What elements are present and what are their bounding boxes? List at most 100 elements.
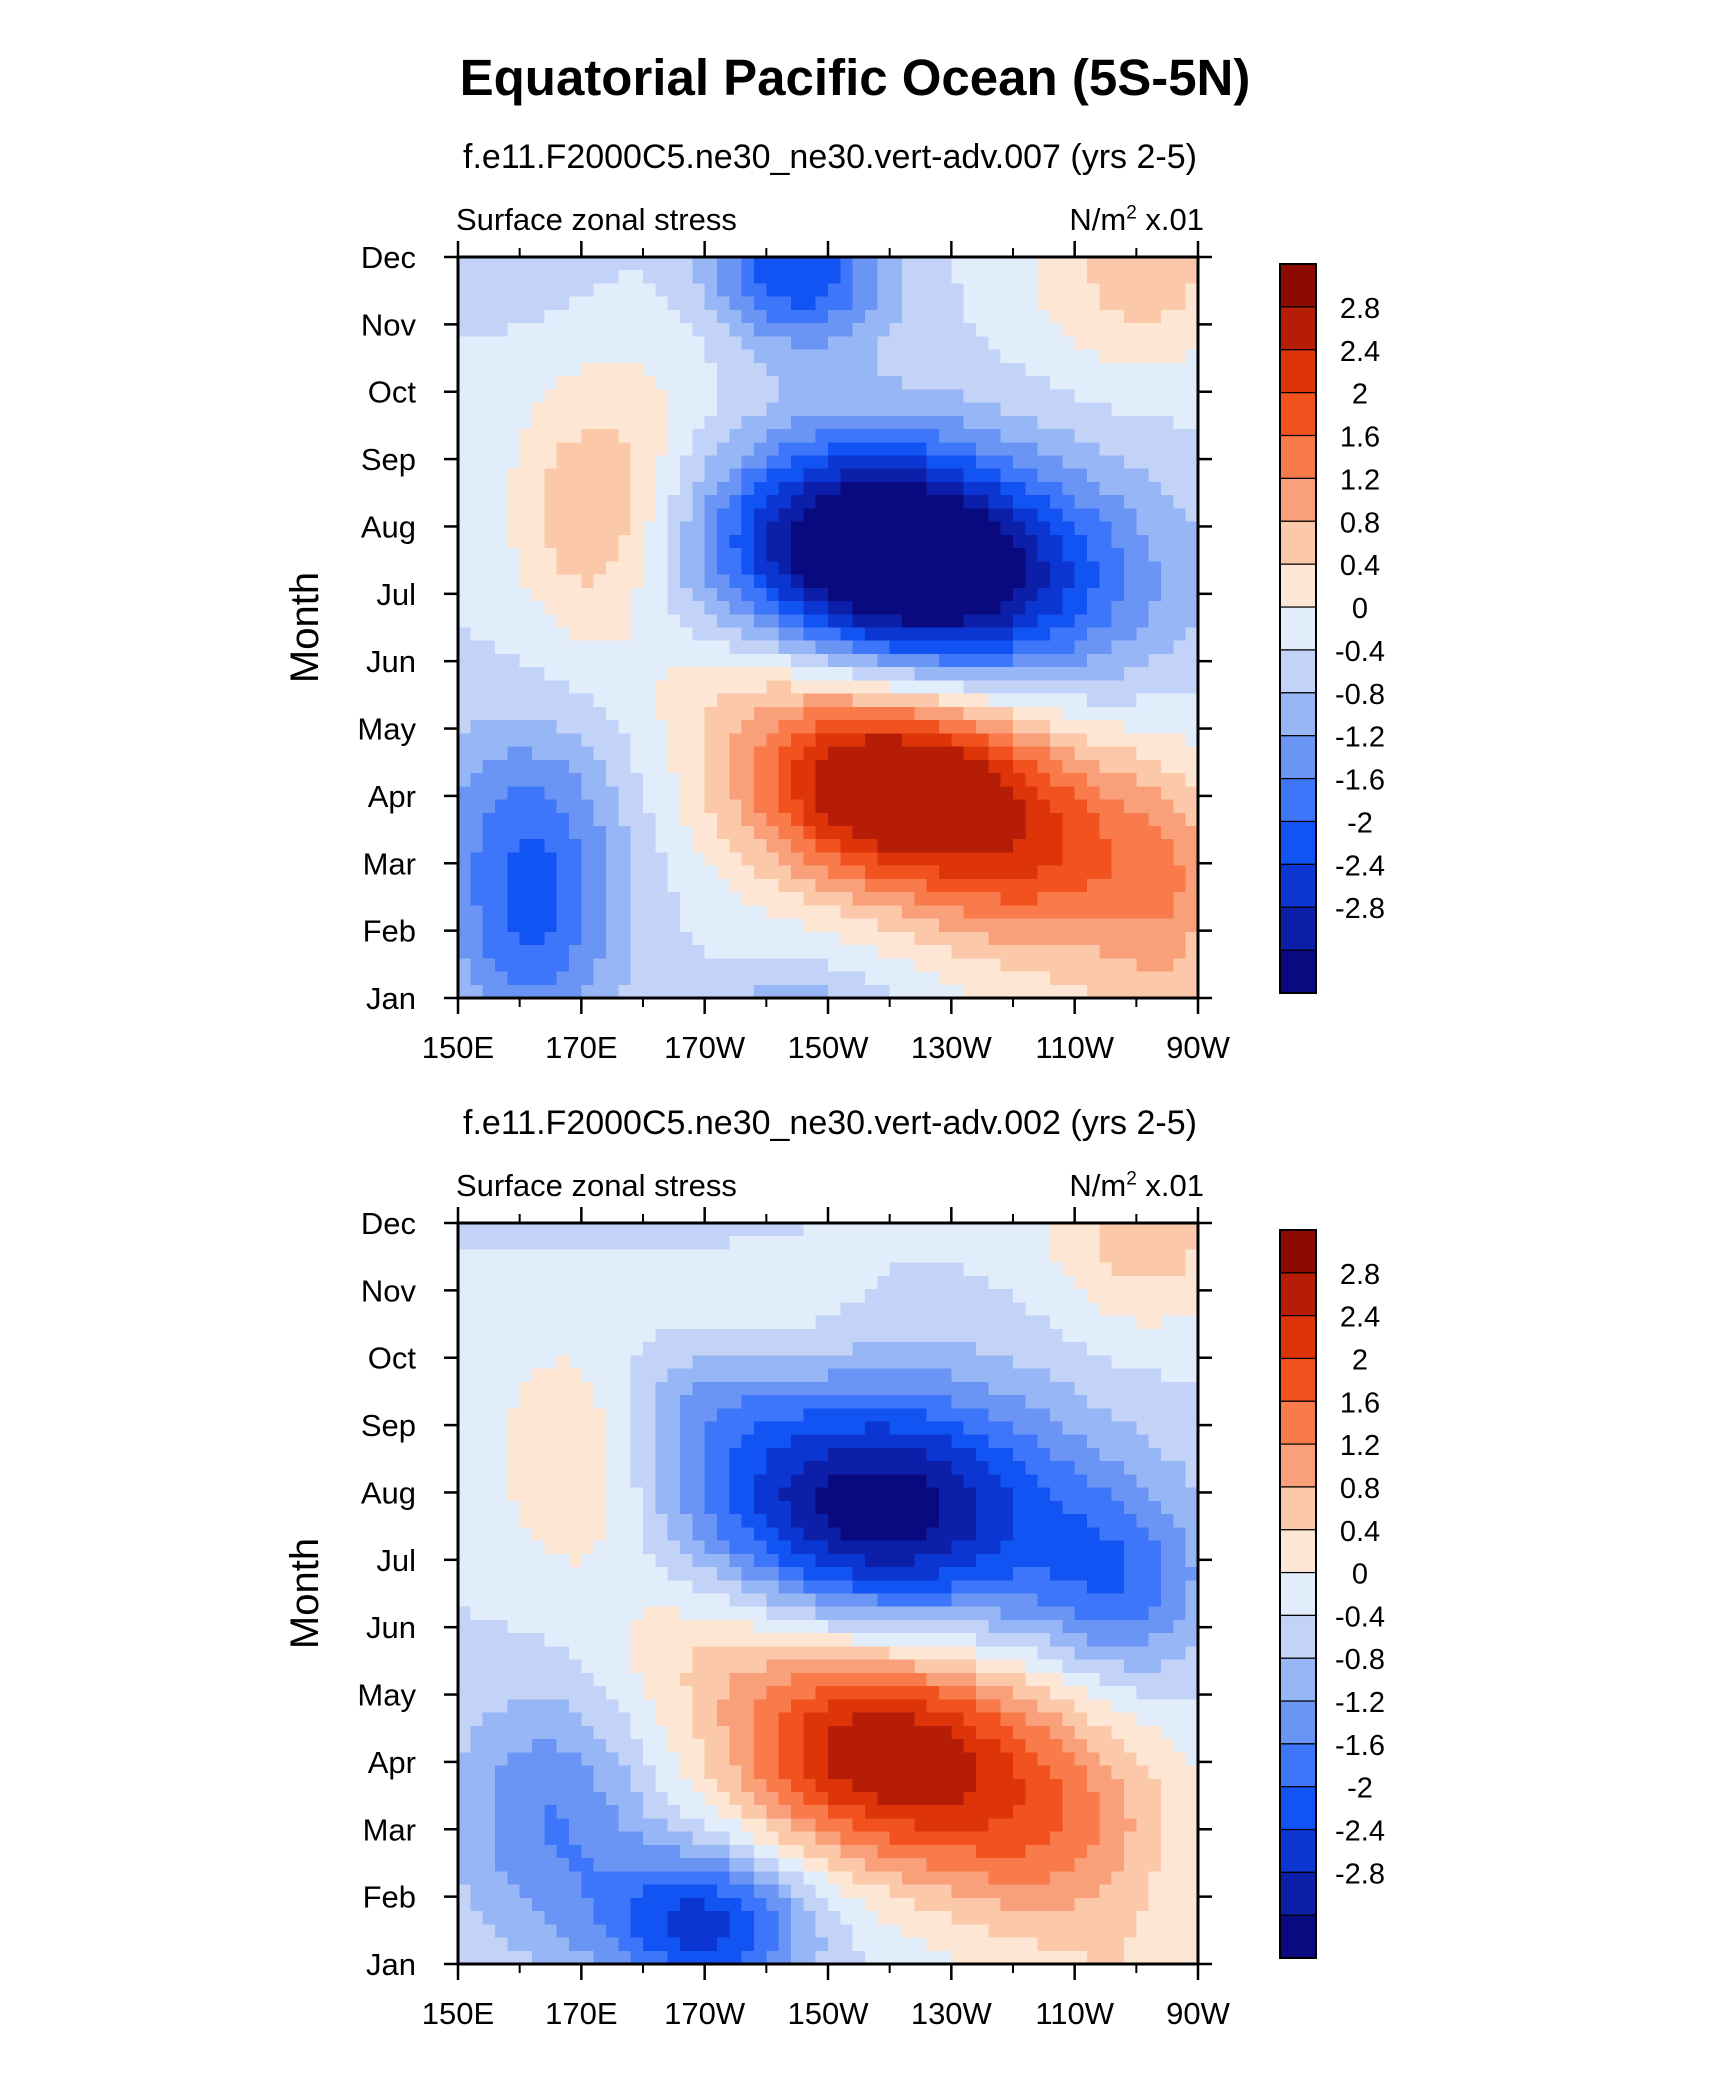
contour-cell: [754, 1858, 767, 1872]
contour-cell: [1111, 429, 1125, 443]
contour-cell: [532, 495, 545, 510]
contour-cell: [569, 1606, 582, 1621]
contour-cell: [729, 1236, 743, 1251]
contour-cell: [692, 667, 706, 682]
contour-cell: [470, 574, 484, 589]
contour-cell: [803, 587, 817, 602]
contour-cell: [914, 680, 928, 695]
contour-cell: [828, 773, 841, 787]
contour-cell: [458, 1289, 471, 1303]
contour-cell: [1161, 878, 1174, 893]
contour-cell: [532, 1474, 545, 1489]
contour-cell: [458, 865, 471, 880]
contour-cell: [593, 415, 607, 430]
contour-cell: [667, 1646, 681, 1661]
contour-cell: [680, 958, 693, 973]
contour-cell: [556, 1236, 570, 1251]
contour-cell: [618, 773, 632, 787]
contour-cell: [1185, 548, 1199, 562]
contour-cell: [852, 693, 866, 708]
contour-cell: [507, 349, 521, 364]
contour-cell: [1050, 852, 1063, 867]
contour-cell: [717, 442, 730, 457]
contour-cell: [556, 389, 570, 404]
contour-cell: [630, 442, 644, 457]
contour-cell: [482, 1646, 496, 1661]
contour-cell: [470, 296, 484, 311]
contour-cell: [840, 759, 854, 774]
contour-cell: [482, 825, 496, 840]
contour-cell: [791, 958, 804, 973]
contour-cell: [606, 362, 619, 377]
contour-cell: [1000, 759, 1014, 774]
contour-cell: [680, 587, 693, 602]
contour-cell: [1074, 323, 1088, 337]
contour-cell: [606, 667, 619, 682]
contour-cell: [1148, 534, 1162, 549]
contour-cell: [889, 601, 903, 615]
contour-cell: [507, 1487, 521, 1502]
contour-cell: [630, 1527, 644, 1542]
contour-cell: [581, 1699, 595, 1714]
y-tick-label: Mar: [363, 846, 416, 881]
contour-cell: [630, 1395, 644, 1409]
contour-cell: [754, 601, 767, 615]
contour-cell: [877, 667, 891, 682]
contour-cell: [643, 773, 656, 787]
contour-cell: [606, 799, 619, 814]
contour-cell: [1124, 693, 1137, 708]
contour-cell: [778, 1249, 792, 1264]
contour-cell: [741, 1937, 755, 1952]
contour-cell: [630, 349, 644, 364]
contour-cell: [680, 376, 693, 390]
contour-cell: [569, 1871, 582, 1886]
contour-cell: [655, 693, 669, 708]
contour-cell: [544, 1831, 558, 1846]
contour-cell: [1000, 521, 1014, 536]
contour-cell: [704, 667, 718, 682]
contour-cell: [667, 1447, 681, 1462]
contour-cell: [519, 1672, 533, 1687]
contour-cell: [815, 918, 829, 933]
contour-cell: [840, 309, 854, 324]
contour-cell: [914, 706, 928, 721]
contour-cell: [754, 759, 767, 774]
contour-cell: [667, 1302, 681, 1317]
contour-cell: [606, 1778, 619, 1793]
contour-cell: [766, 1937, 780, 1952]
contour-cell: [1013, 481, 1026, 496]
contour-cell: [754, 1633, 767, 1648]
contour-cell: [1050, 362, 1063, 377]
contour-cell: [680, 1619, 693, 1634]
contour-cell: [1025, 918, 1039, 933]
contour-cell: [1136, 323, 1150, 337]
contour-cell: [593, 1619, 607, 1634]
contour-cell: [766, 270, 780, 285]
contour-cell: [778, 1686, 792, 1700]
contour-cell: [544, 481, 558, 496]
contour-cell: [470, 1553, 484, 1568]
contour-cell: [544, 1567, 558, 1581]
contour-cell: [1050, 521, 1063, 536]
contour-cell: [1161, 653, 1174, 668]
contour-cell: [1099, 680, 1113, 695]
contour-cell: [754, 1527, 767, 1542]
contour-cell: [1025, 812, 1039, 827]
contour-cell: [643, 1474, 656, 1489]
contour-cell: [840, 296, 854, 311]
contour-cell: [680, 1447, 693, 1462]
contour-cell: [618, 521, 632, 536]
contour-cell: [667, 1897, 681, 1912]
contour-cell: [606, 1540, 619, 1555]
contour-cell: [606, 429, 619, 443]
contour-cell: [852, 905, 866, 920]
contour-cell: [852, 402, 866, 417]
contour-cell: [1136, 786, 1150, 801]
contour-cell: [581, 918, 595, 933]
contour-cell: [667, 1381, 681, 1396]
contour-cell: [519, 905, 533, 920]
contour-cell: [532, 1712, 545, 1727]
contour-cell: [988, 389, 1002, 404]
contour-cell: [458, 1236, 471, 1251]
contour-cell: [1050, 640, 1063, 655]
